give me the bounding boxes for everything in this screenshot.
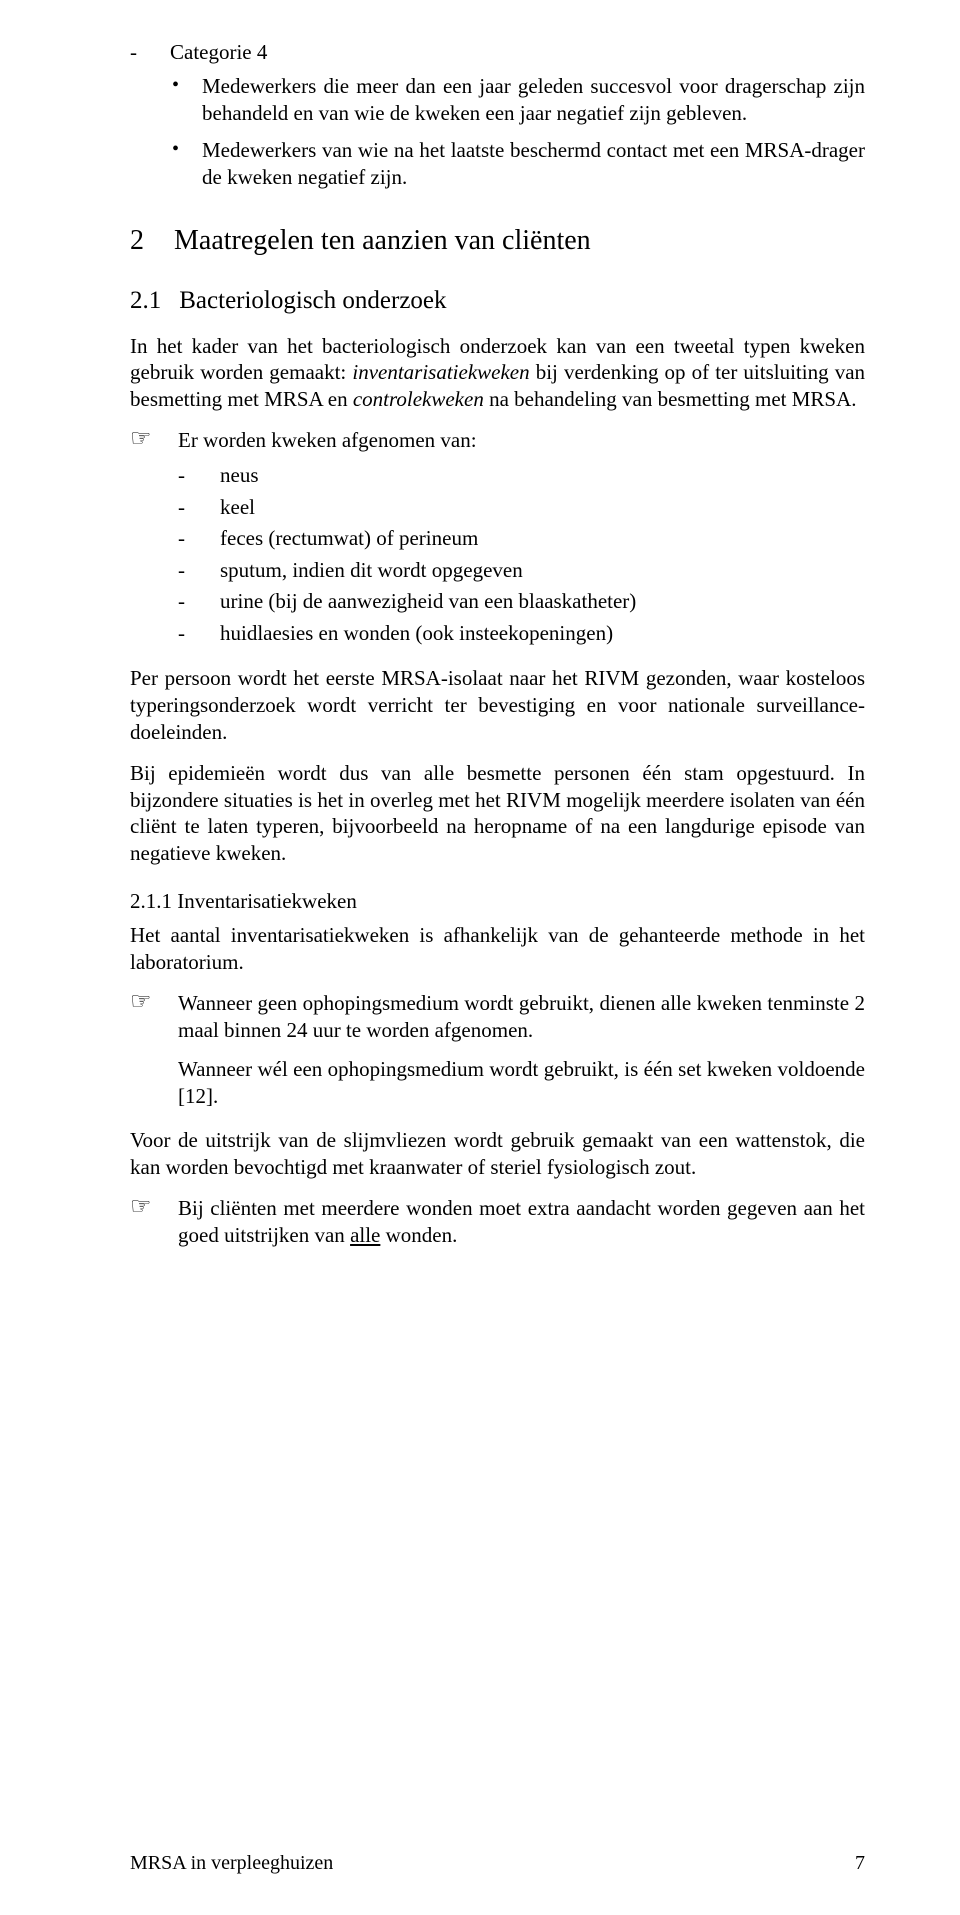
pointer-text: Bij cliënten met meerdere wonden moet ex… (178, 1196, 865, 1247)
pointer-block-samples: ☞ Er worden kweken afgenomen van: -neus … (130, 427, 865, 659)
intro-text: na behandeling van besmetting met MRSA. (484, 387, 857, 411)
pointer-block-wonden: ☞ Bij cliënten met meerdere wonden moet … (130, 1195, 865, 1249)
subsubsection-2-1-1-heading: 2.1.1 Inventarisatiekweken (130, 889, 865, 914)
section-title: Maatregelen ten aanzien van cliënten (174, 225, 591, 257)
pointer-block-ophoping: ☞ Wanneer geen ophopingsmedium wordt geb… (130, 990, 865, 1122)
dash-text: feces (rectumwat) of perineum (220, 523, 478, 555)
section-2-heading: 2 Maatregelen ten aanzien van cliënten (130, 225, 865, 257)
bullet-text: Medewerkers van wie na het laatste besch… (202, 137, 865, 191)
dash-icon: - (130, 40, 152, 65)
pointer-content: Bij cliënten met meerdere wonden moet ex… (178, 1195, 865, 1249)
paragraph-inventarisatie: Het aantal inventarisatiekweken is afhan… (130, 922, 865, 976)
italic-term: controlekweken (353, 387, 484, 411)
category-4-title: Categorie 4 (170, 40, 267, 65)
sample-dash-list: -neus -keel -feces (rectumwat) of perine… (178, 460, 865, 649)
bullet-text: Medewerkers die meer dan een jaar gelede… (202, 73, 865, 127)
pointer-lead: Er worden kweken afgenomen van: (178, 427, 865, 454)
dash-text: neus (220, 460, 259, 492)
page-footer: MRSA in verpleeghuizen 7 (130, 1852, 865, 1875)
dash-text: sputum, indien dit wordt opgegeven (220, 555, 523, 587)
bullet-item: • Medewerkers die meer dan een jaar gele… (172, 73, 865, 127)
pointer-content: Er worden kweken afgenomen van: -neus -k… (178, 427, 865, 659)
bullet-icon: • (172, 137, 202, 191)
dash-text: keel (220, 492, 255, 524)
paragraph-uitstrijk: Voor de uitstrijk van de slijmvliezen wo… (130, 1127, 865, 1181)
subsection-title: Bacteriologisch onderzoek (179, 287, 446, 315)
subsection-number: 2.1 (130, 287, 161, 315)
document-page: - Categorie 4 • Medewerkers die meer dan… (0, 0, 960, 1915)
bullet-item: • Medewerkers van wie na het laatste bes… (172, 137, 865, 191)
paragraph-epidemic: Bij epidemieën wordt dus van alle besmet… (130, 760, 865, 868)
pointer-paragraph: Wanneer wél een ophopingsmedium wordt ge… (178, 1056, 865, 1110)
dash-item: -urine (bij de aanwezigheid van een blaa… (178, 586, 865, 618)
dash-icon: - (178, 555, 220, 587)
pointer-icon: ☞ (130, 990, 178, 1122)
intro-paragraph: In het kader van het bacteriologisch ond… (130, 333, 865, 414)
dash-icon: - (178, 460, 220, 492)
dash-icon: - (178, 523, 220, 555)
underlined-word: alle (350, 1223, 380, 1247)
dash-text: huidlaesies en wonden (ook insteekopenin… (220, 618, 613, 650)
dash-item: -huidlaesies en wonden (ook insteekopeni… (178, 618, 865, 650)
dash-item: -sputum, indien dit wordt opgegeven (178, 555, 865, 587)
dash-item: -neus (178, 460, 865, 492)
pointer-text: wonden. (380, 1223, 457, 1247)
italic-term: inventarisatiekweken (352, 360, 529, 384)
dash-icon: - (178, 492, 220, 524)
pointer-content: Wanneer geen ophopingsmedium wordt gebru… (178, 990, 865, 1122)
dash-icon: - (178, 618, 220, 650)
subsection-2-1-heading: 2.1 Bacteriologisch onderzoek (130, 287, 865, 315)
bullet-icon: • (172, 73, 202, 127)
category-4-bullets: • Medewerkers die meer dan een jaar gele… (130, 73, 865, 191)
footer-title: MRSA in verpleeghuizen (130, 1852, 333, 1875)
paragraph-rivm: Per persoon wordt het eerste MRSA-isolaa… (130, 665, 865, 746)
pointer-icon: ☞ (130, 427, 178, 659)
dash-item: -feces (rectumwat) of perineum (178, 523, 865, 555)
section-number: 2 (130, 225, 150, 257)
dash-item: -keel (178, 492, 865, 524)
footer-page-number: 7 (855, 1852, 865, 1875)
dash-icon: - (178, 586, 220, 618)
dash-text: urine (bij de aanwezigheid van een blaas… (220, 586, 636, 618)
pointer-icon: ☞ (130, 1195, 178, 1249)
category-4-heading: - Categorie 4 (130, 40, 865, 65)
pointer-paragraph: Wanneer geen ophopingsmedium wordt gebru… (178, 990, 865, 1044)
